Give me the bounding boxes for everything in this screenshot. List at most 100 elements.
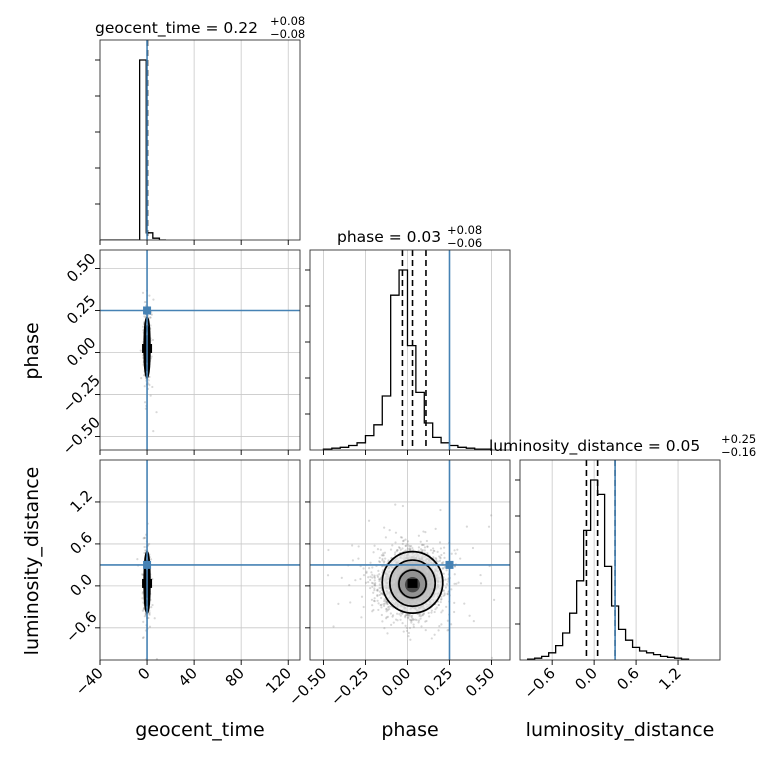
scatter-luminosity-distance-vs-phase-point [442, 572, 445, 575]
scatter-luminosity-distance-vs-phase-point [367, 581, 370, 584]
scatter-luminosity-distance-vs-phase-point [439, 547, 442, 550]
scatter-luminosity-distance-vs-phase-point [487, 525, 491, 528]
scatter-luminosity-distance-vs-phase-peak [407, 578, 418, 588]
hist-geocent-time-step [100, 59, 166, 240]
scatter-luminosity-distance-vs-phase-point [427, 611, 430, 615]
scatter-luminosity-distance-vs-phase-point [380, 596, 383, 600]
scatter-luminosity-distance-vs-phase-point [408, 613, 411, 616]
scatter-luminosity-distance-vs-phase-point [479, 573, 482, 577]
scatter-phase-vs-geocent-time-point [152, 430, 155, 433]
scatter-phase-vs-geocent-time-yticklabel-0: −0.50 [59, 413, 104, 458]
title-luminosity-distance-sub: −0.16 [721, 445, 756, 459]
scatter-luminosity-distance-vs-phase-point [432, 549, 435, 552]
hist-luminosity-distance-plot-area [527, 460, 690, 660]
scatter-luminosity-distance-vs-phase-point [381, 620, 384, 623]
scatter-luminosity-distance-vs-geocent-time-point [148, 611, 151, 614]
scatter-luminosity-distance-vs-phase-point [412, 623, 415, 626]
xlabel-geocent-time: geocent_time [135, 719, 264, 741]
scatter-luminosity-distance-vs-phase-point [426, 545, 429, 548]
scatter-luminosity-distance-vs-phase-panel: −0.50−0.25 0.00 0.25 0.50 [256, 459, 511, 709]
scatter-luminosity-distance-vs-phase-point [379, 576, 382, 579]
scatter-luminosity-distance-vs-phase-point [417, 621, 420, 624]
scatter-luminosity-distance-vs-phase-point [394, 551, 397, 554]
scatter-luminosity-distance-vs-phase-point [410, 544, 413, 548]
scatter-luminosity-distance-vs-phase-point [373, 579, 376, 582]
scatter-luminosity-distance-vs-phase-point [377, 578, 381, 581]
scatter-luminosity-distance-vs-phase-point [373, 587, 376, 590]
scatter-luminosity-distance-vs-phase-point [423, 549, 426, 552]
scatter-luminosity-distance-vs-phase-point [401, 547, 404, 550]
scatter-luminosity-distance-vs-phase-point [385, 600, 388, 603]
scatter-luminosity-distance-vs-geocent-time-point [143, 545, 146, 549]
scatter-luminosity-distance-vs-phase-point [396, 549, 399, 552]
scatter-luminosity-distance-vs-phase-point [453, 601, 456, 604]
scatter-luminosity-distance-vs-geocent-time-point [143, 551, 146, 555]
scatter-luminosity-distance-vs-phase-point [351, 559, 355, 562]
scatter-luminosity-distance-vs-phase-point [373, 584, 376, 587]
scatter-luminosity-distance-vs-phase-point [378, 580, 381, 583]
scatter-luminosity-distance-vs-phase-point [390, 556, 393, 560]
scatter-luminosity-distance-vs-geocent-time-point [142, 601, 145, 604]
scatter-luminosity-distance-vs-phase-point [371, 582, 375, 585]
scatter-luminosity-distance-vs-phase-point [429, 549, 433, 552]
scatter-luminosity-distance-vs-phase-point [450, 552, 453, 555]
scatter-luminosity-distance-vs-phase-point [380, 592, 383, 595]
scatter-luminosity-distance-vs-phase-point [399, 611, 403, 614]
title-phase-sup: +0.08 [447, 223, 482, 237]
scatter-luminosity-distance-vs-phase-point [438, 555, 441, 558]
scatter-luminosity-distance-vs-phase-point [450, 623, 453, 626]
scatter-luminosity-distance-vs-phase-point [367, 519, 371, 522]
scatter-luminosity-distance-vs-phase-point [407, 635, 410, 638]
scatter-luminosity-distance-vs-phase-point [385, 601, 388, 604]
hist-phase-frame [309, 249, 511, 451]
scatter-luminosity-distance-vs-phase-point [369, 561, 372, 564]
scatter-luminosity-distance-vs-phase-point [388, 608, 391, 611]
scatter-luminosity-distance-vs-phase-point [376, 575, 380, 578]
scatter-luminosity-distance-vs-phase-point [408, 547, 412, 550]
scatter-luminosity-distance-vs-phase-point [443, 593, 446, 596]
scatter-luminosity-distance-vs-phase-point [404, 624, 407, 627]
scatter-luminosity-distance-vs-phase-point [256, 597, 258, 599]
scatter-luminosity-distance-vs-phase-point [377, 602, 380, 605]
scatter-luminosity-distance-vs-phase-point [327, 548, 330, 552]
scatter-luminosity-distance-vs-phase-point [418, 613, 421, 616]
scatter-luminosity-distance-vs-phase-point [362, 574, 366, 577]
scatter-luminosity-distance-vs-phase-point [357, 557, 360, 560]
ylabel-phase: phase [21, 322, 43, 379]
scatter-luminosity-distance-vs-phase-point [399, 614, 402, 617]
scatter-luminosity-distance-vs-phase-point [376, 589, 379, 592]
scatter-luminosity-distance-vs-phase-point [444, 578, 447, 581]
scatter-luminosity-distance-vs-phase-point [471, 546, 475, 550]
scatter-luminosity-distance-vs-phase-point [404, 614, 407, 617]
scatter-luminosity-distance-vs-geocent-time-point [141, 597, 144, 600]
scatter-luminosity-distance-vs-geocent-time-point [142, 608, 145, 611]
scatter-luminosity-distance-vs-phase-point [453, 549, 456, 552]
scatter-luminosity-distance-vs-phase-point [376, 594, 379, 598]
scatter-luminosity-distance-vs-phase-point [424, 620, 427, 623]
scatter-luminosity-distance-vs-phase-point [370, 598, 374, 601]
scatter-luminosity-distance-vs-phase-point [441, 562, 444, 565]
scatter-luminosity-distance-vs-phase-point [386, 615, 390, 618]
scatter-luminosity-distance-vs-phase-point [412, 618, 415, 621]
scatter-luminosity-distance-vs-phase-point [421, 543, 424, 546]
scatter-phase-vs-geocent-time-point [140, 377, 143, 380]
scatter-luminosity-distance-vs-phase-point [490, 514, 493, 517]
scatter-phase-vs-geocent-time-yticklabel-1: −0.25 [59, 371, 104, 416]
scatter-luminosity-distance-vs-phase-point [459, 557, 462, 560]
hist-luminosity-distance-xticklabel-1: 0.0 [571, 664, 601, 694]
scatter-luminosity-distance-vs-phase-point [431, 551, 435, 554]
scatter-luminosity-distance-vs-phase-point [430, 611, 433, 614]
scatter-luminosity-distance-vs-phase-point [378, 583, 381, 586]
scatter-luminosity-distance-vs-phase-point [408, 545, 412, 548]
scatter-luminosity-distance-vs-phase-point [377, 608, 380, 612]
scatter-luminosity-distance-vs-phase-point [425, 539, 428, 543]
scatter-phase-vs-geocent-time-point [151, 385, 154, 389]
scatter-luminosity-distance-vs-phase-point [379, 592, 383, 595]
scatter-luminosity-distance-vs-phase-point [407, 544, 410, 547]
hist-geocent-time-panel [95, 39, 301, 245]
scatter-luminosity-distance-vs-phase-point [393, 553, 397, 556]
scatter-luminosity-distance-vs-phase-point [365, 570, 368, 573]
scatter-luminosity-distance-vs-phase-point [417, 619, 421, 622]
scatter-luminosity-distance-vs-phase-point [378, 593, 381, 597]
scatter-luminosity-distance-vs-phase-point [380, 554, 383, 557]
